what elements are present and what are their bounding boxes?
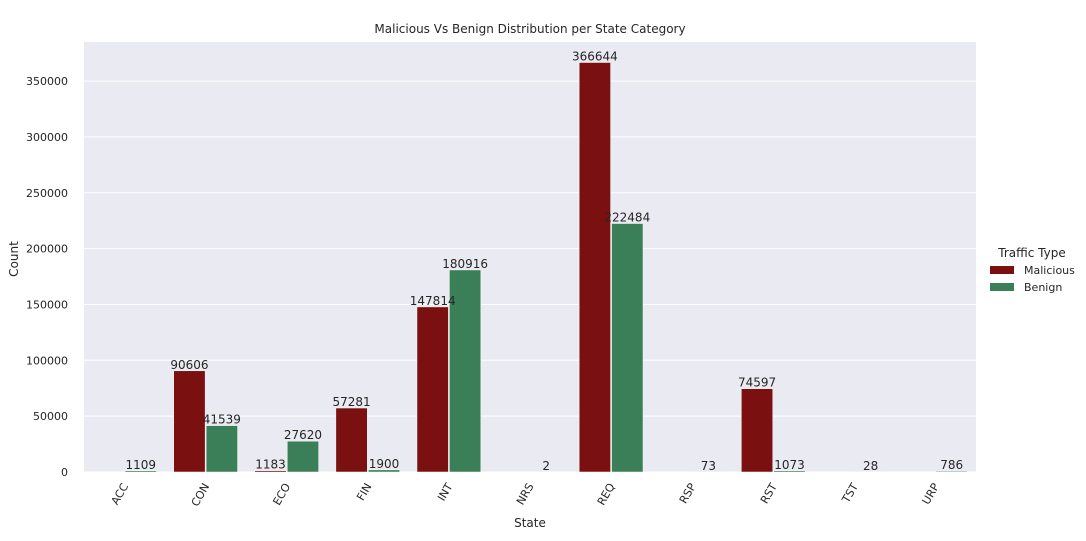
x-tick-label: RSP: [677, 481, 699, 506]
x-tick-label: RST: [758, 481, 780, 506]
bar-benign-acc: [124, 470, 157, 473]
y-tick-label: 50000: [33, 410, 68, 423]
legend-label-malicious: Malicious: [1024, 264, 1075, 277]
x-tick-labels: ACC CON ECO FIN INT NRS REQ RSP RST TST URP: [109, 481, 943, 509]
y-tick-label: 300000: [26, 131, 68, 144]
bar-benign-con: [205, 425, 238, 473]
bar-value-label: 1183: [255, 458, 286, 472]
legend-title: Traffic Type: [997, 246, 1065, 260]
x-tick-label: TST: [839, 481, 861, 506]
bar-value-label: 1073: [774, 458, 805, 472]
y-tick-labels: 0 50000 100000 150000 200000 250000 300000 3500…: [26, 75, 68, 479]
y-tick-label: 200000: [26, 243, 68, 256]
y-axis-title: Count: [7, 241, 21, 277]
bar-benign-rst: [773, 470, 806, 473]
bar-benign-req: [611, 223, 644, 473]
x-axis-title: State: [514, 516, 546, 530]
bar-value-label: 90606: [170, 358, 208, 372]
legend-swatch-benign: [990, 283, 1014, 291]
bar-value-label: 2: [542, 459, 550, 473]
y-tick-label: 250000: [26, 187, 68, 200]
bar-benign-fin: [368, 469, 401, 473]
x-tick-label: INT: [435, 481, 455, 503]
bar-value-label: 1109: [125, 458, 156, 472]
bar-malicious-con: [173, 370, 206, 473]
y-tick-label: 0: [61, 466, 68, 479]
bar-malicious-fin: [335, 407, 368, 473]
bar-value-label: 28: [863, 459, 878, 473]
legend-swatch-malicious: [990, 266, 1014, 274]
chart-title: Malicious Vs Benign Distribution per Sta…: [374, 22, 685, 36]
x-tick-label: NRS: [514, 481, 537, 507]
plot-area: [84, 42, 976, 472]
bar-malicious-int: [416, 306, 449, 473]
bar-value-label: 147814: [410, 294, 456, 308]
bar-value-label: 366644: [572, 50, 618, 64]
bar-benign-int: [449, 269, 482, 473]
x-tick-label: CON: [189, 481, 213, 509]
y-tick-label: 350000: [26, 75, 68, 88]
x-tick-label: FIN: [354, 481, 374, 503]
bar-value-label: 180916: [442, 257, 488, 271]
bar-value-label: 1900: [369, 457, 400, 471]
bar-value-label: 222484: [604, 211, 650, 225]
bar-value-label: 27620: [284, 428, 322, 442]
y-tick-label: 100000: [26, 354, 68, 367]
bar-value-label: 41539: [203, 413, 241, 427]
x-tick-label: ECO: [270, 481, 293, 508]
bar-value-label: 57281: [333, 395, 371, 409]
y-tick-label: 150000: [26, 298, 68, 311]
legend-label-benign: Benign: [1024, 281, 1062, 294]
x-tick-label: REQ: [595, 481, 618, 508]
x-tick-label: ACC: [109, 481, 132, 507]
bars: [124, 62, 968, 473]
x-tick-label: URP: [920, 481, 943, 507]
bar-malicious-eco: [254, 470, 287, 473]
bar-benign-urp: [935, 470, 968, 473]
bar-value-label: 73: [701, 459, 716, 473]
bar-labels: 1109 90606 41539 1183 27620 57281 1900 147814 18…: [125, 50, 963, 473]
bar-benign-eco: [286, 440, 319, 473]
grid-lines: [84, 80, 976, 473]
bar-malicious-rst: [741, 388, 774, 473]
legend: Traffic Type Malicious Benign: [990, 246, 1075, 294]
bar-value-label: 786: [940, 458, 963, 472]
bar-malicious-req: [578, 62, 611, 473]
bar-value-label: 74597: [738, 376, 776, 390]
